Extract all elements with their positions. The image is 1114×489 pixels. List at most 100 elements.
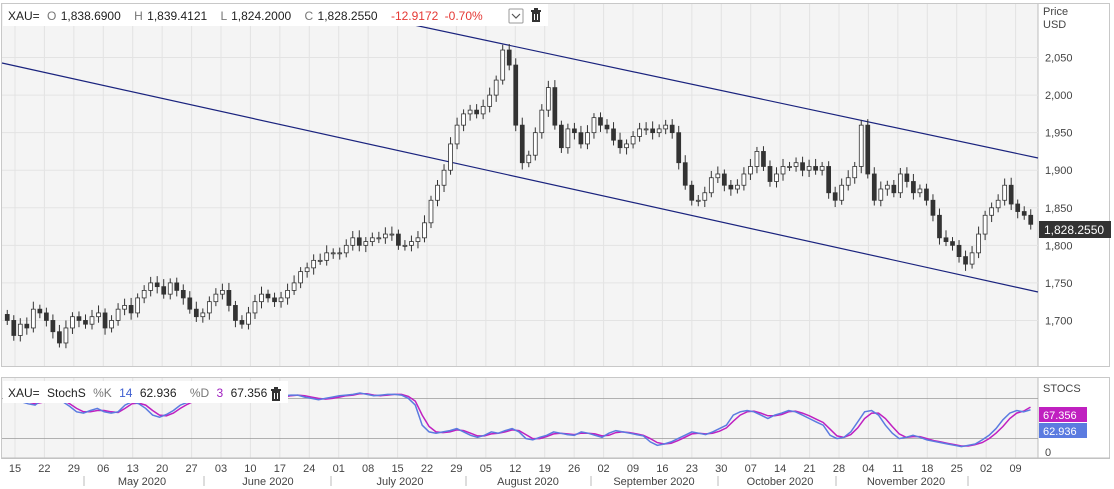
stoch-trash-icon[interactable] [271,387,281,401]
main-plot-frame [1,3,1110,367]
x-tick-label: 08 [362,463,374,475]
candle-body [4,314,10,321]
last-price-label: 1,828.2550 [1044,223,1104,237]
candle-body [735,184,740,190]
high-label: H [134,9,143,23]
candle-body [291,282,297,291]
x-tick-label: 01 [333,463,345,475]
price-tick-label: 1,800 [1045,240,1073,252]
candle-body [141,289,147,299]
close-label: C [305,9,314,23]
candle-body [565,128,571,149]
candle-body [422,222,427,239]
month-label: June 2020 [242,476,293,488]
candle-body [624,143,629,149]
candle-body [389,233,395,236]
candle-body [24,323,30,329]
candle-body [96,312,101,318]
month-label: September 2020 [613,476,694,488]
open-value: 1,838.6900 [61,9,121,23]
candle-body [506,49,512,66]
candle-body [780,166,786,175]
stoch-header-background [3,381,288,403]
candle-body [474,109,479,115]
candle-body [806,166,812,171]
candle-body [252,301,258,314]
candle-body [102,312,108,329]
candle-body [526,154,532,164]
candle-body [50,320,56,333]
x-axis-months: May 2020 June 2020 July 2020 August 2020 Sep… [83,476,969,488]
candle-body [741,173,747,186]
high-value: 1,839.4121 [147,9,207,23]
candle-body [969,252,975,265]
stoch-k-line [7,392,1031,448]
candle-body [148,282,154,291]
candle-body [213,293,219,303]
candle-body [396,233,401,246]
candle-body [17,323,23,336]
candle-body [63,327,69,344]
header-symbol: XAU= [8,9,40,23]
stoch-k-value: 62.936 [140,386,177,400]
stoch-d-line [7,392,1031,447]
candle-body [37,308,43,314]
x-tick-label: 22 [38,463,50,475]
candle-body [83,320,88,325]
candle-body [539,109,545,134]
stoch-d-badge: 67.356 [1039,407,1087,422]
stoch-name: StochS [47,386,86,400]
candle-body [285,289,290,299]
candle-body [559,124,564,149]
x-tick-label: 11 [892,463,903,475]
month-label: July 2020 [376,476,423,488]
candle-body [748,166,753,175]
candle-body [337,252,343,255]
x-tick-label: 10 [244,463,256,475]
stoch-d-label: %D [190,386,210,400]
candle-body [154,282,160,288]
stoch-k-label: %K [93,386,112,400]
month-label: October 2020 [747,476,814,488]
candle-body [1002,184,1008,201]
trash-icon[interactable] [531,8,541,22]
month-label: May 2020 [118,476,166,488]
candle-body [937,214,942,239]
candle-body [115,308,121,321]
candle-body [467,109,473,115]
dropdown-chevron-icon[interactable] [508,8,524,24]
candle-body [343,244,349,254]
price-tick-label: 1,850 [1045,203,1073,215]
main-plot-background [2,4,1038,366]
stoch-d-badge-label: 67.356 [1043,410,1077,422]
x-tick-label: 12 [509,463,521,475]
candle-body [330,252,336,255]
x-axis-ticks: 15 22 29 06 13 20 27 03 10 17 24 01 08 15 22 29 05 12 19 26… [9,463,1022,475]
candles [4,44,1034,349]
stoch-axis-tick-0: 0 [1045,447,1051,459]
candle-body [246,312,251,325]
candle-body [435,184,440,201]
x-tick-label: 25 [951,463,963,475]
x-tick-label: 20 [156,463,168,475]
candle-body [187,297,193,310]
candle-body [265,293,271,299]
candle-body [982,214,988,235]
x-tick-label: 22 [421,463,433,475]
candle-body [754,151,760,167]
candle-body [689,184,695,201]
x-tick-label: 23 [686,463,698,475]
candle-body [695,199,701,202]
candle-body [428,199,434,224]
channel-upper-line [319,4,1039,159]
candle-body [513,64,519,126]
candle-body [950,241,955,246]
candle-body [135,297,140,314]
candle-body [233,305,238,321]
candle-body [898,173,903,194]
x-tick-label: 03 [215,463,227,475]
candle-body [259,293,264,303]
candle-body [728,184,734,190]
candle-body [617,139,623,149]
stoch-axis-title: STOCS [1043,383,1081,395]
